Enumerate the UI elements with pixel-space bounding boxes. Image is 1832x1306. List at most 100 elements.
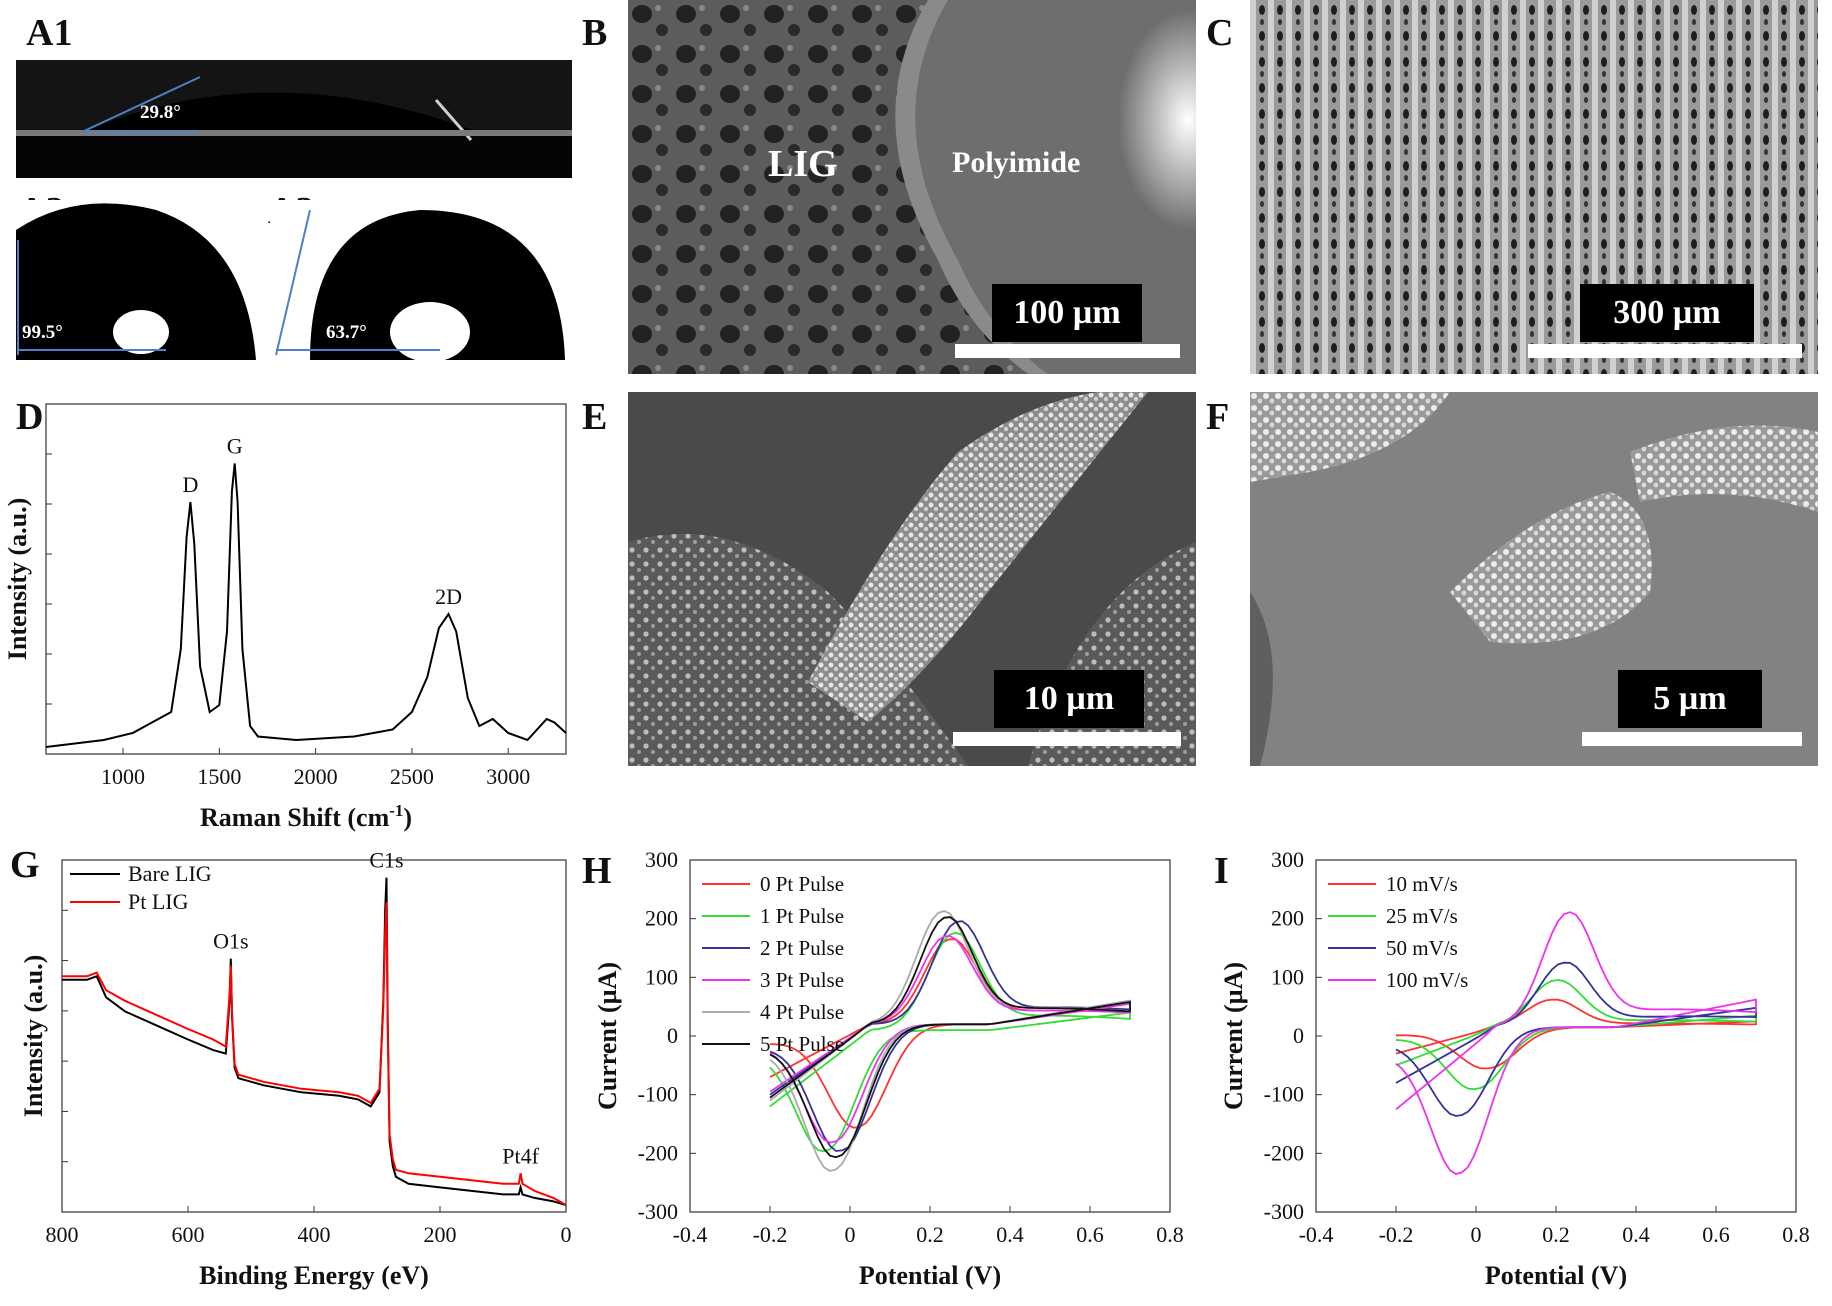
contact-angle-value-a1: 29.8° xyxy=(140,102,181,123)
sem-image-e: 10 µm xyxy=(628,392,1196,766)
legend-label-5: 4 Pt Pulse xyxy=(760,1000,844,1024)
x-tick-label: 400 xyxy=(298,1222,331,1247)
x-tick-label: 0 xyxy=(845,1222,856,1247)
y-tick-label: 0 xyxy=(667,1023,678,1048)
x-tick-label: 0.6 xyxy=(1702,1222,1730,1247)
scale-bar-label-e: 10 µm xyxy=(994,670,1144,728)
panel-label-f: F xyxy=(1206,396,1230,438)
x-tick-label: -0.2 xyxy=(1379,1222,1414,1247)
series-line-2 xyxy=(62,902,567,1206)
x-tick-label: 800 xyxy=(46,1222,79,1247)
panel-label-c: C xyxy=(1206,12,1234,54)
plot-frame xyxy=(45,403,567,755)
x-tick-label: 1500 xyxy=(197,764,241,789)
x-tick-label: 0.2 xyxy=(1542,1222,1570,1247)
contact-angle-image-a2: 99.5° xyxy=(16,200,268,360)
x-tick-label: 0.4 xyxy=(996,1222,1024,1247)
x-tick-label: 600 xyxy=(172,1222,205,1247)
contact-angle-value-a3: 63.7° xyxy=(326,322,367,343)
xps-chart: 800 600 400 200 0 C1s O1s Pt4f Binding Energy (e… xyxy=(19,848,572,1290)
scale-bar-label-c: 300 µm xyxy=(1580,284,1754,342)
peak-annotation-3: Pt4f xyxy=(502,1143,539,1168)
x-tick-label: 0 xyxy=(561,1222,572,1247)
peak-annotation-3: 2D xyxy=(435,584,462,609)
panel-label-h: H xyxy=(582,850,612,892)
x-tick-label: -0.4 xyxy=(673,1222,708,1247)
legend-label-2: Pt LIG xyxy=(128,889,189,914)
x-tick-label: 0 xyxy=(1471,1222,1482,1247)
x-tick-label: 0.8 xyxy=(1782,1222,1810,1247)
lig-region-label: LIG xyxy=(768,143,838,185)
y-tick-label: 100 xyxy=(645,964,678,989)
peak-annotation-2: G xyxy=(227,434,243,459)
x-axis-label: Raman Shift (cm-1) xyxy=(200,801,412,832)
panel-label-d: D xyxy=(16,396,44,438)
x-axis-label: Potential (V) xyxy=(1485,1261,1627,1290)
legend-label-3: 50 mV/s xyxy=(1386,936,1458,960)
cv-curve-4 xyxy=(1395,911,1757,1175)
x-tick-label: 2000 xyxy=(294,764,338,789)
panel-label-a1: A1 xyxy=(26,12,73,54)
legend-label-1: Bare LIG xyxy=(128,861,212,886)
x-axis-label: Potential (V) xyxy=(859,1261,1001,1290)
sem-image-c: 300 µm xyxy=(1250,0,1818,374)
series-line-1 xyxy=(62,877,567,1206)
legend-label-3: 2 Pt Pulse xyxy=(760,936,844,960)
y-axis-label: Intensity (a.u.) xyxy=(3,498,32,661)
x-tick-label: -0.4 xyxy=(1299,1222,1334,1247)
y-tick-label: 300 xyxy=(645,847,678,872)
cv-scanrate-chart: -0.4 -0.2 0 0.2 0.4 0.6 0.8 -300 -200 -100 0 100 200… xyxy=(1219,847,1810,1290)
x-tick-label: 0.6 xyxy=(1076,1222,1104,1247)
legend-label-4: 100 mV/s xyxy=(1386,968,1468,992)
panel-label-g: G xyxy=(10,844,40,886)
contact-angle-image-a1: 29.8° xyxy=(16,60,572,178)
legend-label-2: 1 Pt Pulse xyxy=(760,904,844,928)
y-tick-label: 100 xyxy=(1271,964,1304,989)
legend-label-6: 5 Pt Pulse xyxy=(760,1032,844,1056)
y-tick-label: -200 xyxy=(638,1140,678,1165)
x-tick-label: 0.2 xyxy=(916,1222,944,1247)
y-tick-label: 300 xyxy=(1271,847,1304,872)
sem-image-b: LIG Polyimide 100 µm xyxy=(628,0,1196,374)
x-tick-label: 1000 xyxy=(101,764,145,789)
contact-angle-image-a3: 63.7° xyxy=(270,200,572,360)
y-axis-label: Current (µA) xyxy=(1219,962,1248,1110)
legend-label-4: 3 Pt Pulse xyxy=(760,968,844,992)
y-tick-label: 200 xyxy=(1271,906,1304,931)
polyimide-region-label: Polyimide xyxy=(952,146,1081,179)
sem-image-f: 5 µm xyxy=(1250,392,1818,766)
peak-annotation-1: C1s xyxy=(369,848,403,873)
y-tick-label: -200 xyxy=(1264,1140,1304,1165)
scale-bar-b xyxy=(955,344,1180,358)
peak-annotation-1: D xyxy=(182,472,198,497)
x-tick-label: 2500 xyxy=(390,764,434,789)
scale-bar-c xyxy=(1528,344,1802,358)
legend-label-1: 0 Pt Pulse xyxy=(760,872,844,896)
cv-curve-6 xyxy=(769,916,1131,1159)
legend-label-2: 25 mV/s xyxy=(1386,904,1458,928)
raman-chart: 1000 1500 2000 2500 3000 D G 2D Raman Shift (cm-… xyxy=(3,403,567,832)
x-tick-label: 200 xyxy=(424,1222,457,1247)
scale-bar-e xyxy=(953,732,1181,746)
cv-pulse-chart: -0.4 -0.2 0 0.2 0.4 0.6 0.8 -300 -200 -100 0 100 200… xyxy=(593,847,1184,1290)
contact-angle-value-a2: 99.5° xyxy=(22,322,63,343)
x-tick-label: 3000 xyxy=(486,764,530,789)
scale-bar-f xyxy=(1582,732,1802,746)
y-axis-label: Current (µA) xyxy=(593,962,622,1110)
scale-bar-label-f: 5 µm xyxy=(1618,670,1762,728)
legend-label-1: 10 mV/s xyxy=(1386,872,1458,896)
y-tick-label: -300 xyxy=(638,1199,678,1224)
y-tick-label: 200 xyxy=(645,906,678,931)
x-tick-label: 0.4 xyxy=(1622,1222,1650,1247)
panel-label-i: I xyxy=(1214,850,1229,892)
y-tick-label: -300 xyxy=(1264,1199,1304,1224)
y-axis-label: Intensity (a.u.) xyxy=(19,955,48,1118)
panel-label-b: B xyxy=(582,12,608,54)
peak-annotation-2: O1s xyxy=(213,929,248,954)
y-tick-label: 0 xyxy=(1293,1023,1304,1048)
cv-curve-2 xyxy=(1395,979,1757,1091)
series-line-1 xyxy=(45,463,567,748)
panel-label-e: E xyxy=(582,396,608,438)
y-tick-label: -100 xyxy=(1264,1082,1304,1107)
